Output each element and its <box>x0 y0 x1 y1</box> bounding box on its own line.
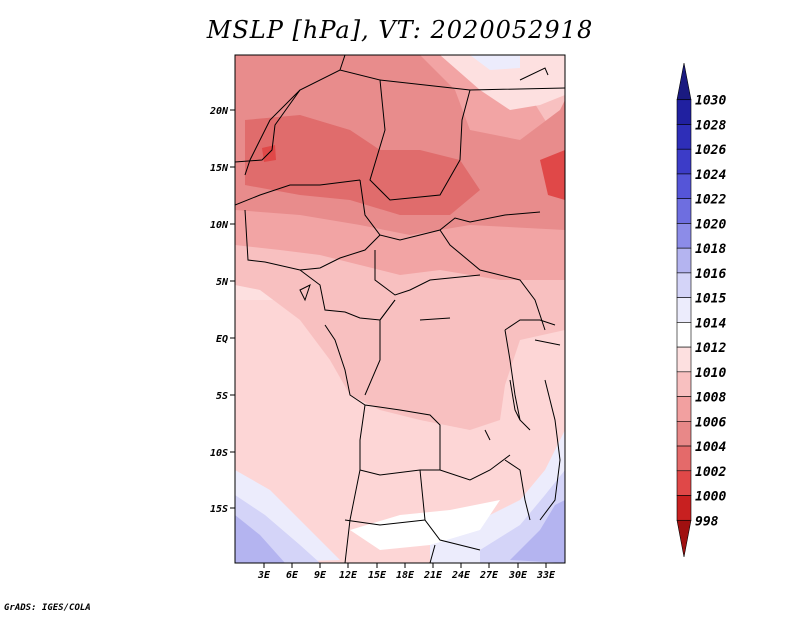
colorbar-label: 1014 <box>695 316 726 331</box>
lon-label: 30E <box>508 570 528 581</box>
pressure-field <box>235 55 565 563</box>
footer-credit: GrADS: IGES/COLA <box>4 603 91 613</box>
colorbar-segment <box>676 396 692 422</box>
colorbar-label: 1004 <box>695 440 726 455</box>
colorbar-segment <box>676 421 692 447</box>
colorbar-segment <box>676 99 692 125</box>
colorbar-segment <box>676 297 692 323</box>
lon-label: 18E <box>396 570 415 581</box>
lat-label: 15N <box>210 163 229 174</box>
lat-label: 5S <box>216 391 228 402</box>
colorbar-segment <box>676 470 692 496</box>
colorbar-segment <box>676 445 692 472</box>
lat-label: 10S <box>210 448 228 459</box>
colorbar-label: 1030 <box>695 94 726 109</box>
colorbar-label: 1006 <box>695 415 726 430</box>
lat-label: EQ <box>216 334 228 345</box>
colorbar-segment <box>676 346 692 373</box>
colorbar-segment <box>676 247 692 274</box>
lat-label: 20N <box>209 106 229 117</box>
colorbar-segment <box>676 198 692 224</box>
lat-label: 15S <box>210 504 228 515</box>
lon-label: 9E <box>314 570 327 581</box>
colorbar-label: 1008 <box>695 391 726 406</box>
colorbar-segment <box>676 371 692 397</box>
lon-label: 6E <box>286 570 299 581</box>
lon-label: 24E <box>451 570 471 581</box>
lon-label: 12E <box>339 570 358 581</box>
lon-label: 3E <box>257 570 271 581</box>
colorbar: 1030 1028 1026 1024 1022 1020 1018 1016 1015 1014… <box>676 62 726 558</box>
map-title: MSLP [hPa], VT: 2020052918 <box>206 16 594 44</box>
country-borders <box>235 55 565 563</box>
colorbar-segment <box>676 124 692 150</box>
colorbar-label: 1024 <box>695 168 726 183</box>
colorbar-label: 1002 <box>695 465 726 480</box>
colorbar-segment <box>676 62 692 101</box>
map-frame <box>234 54 566 564</box>
colorbar-segment <box>676 495 692 521</box>
latitude-axis: 20N 15N 10N 5N EQ 5S 10S 15S <box>209 106 235 515</box>
colorbar-label: 1010 <box>695 366 726 381</box>
colorbar-label: 1020 <box>695 217 726 232</box>
longitude-axis: 3E 6E 9E 12E 15E 18E 21E 24E 27E 30E 33E <box>257 563 556 581</box>
colorbar-label: 1022 <box>695 193 726 208</box>
lon-label: 15E <box>368 570 387 581</box>
colorbar-segment <box>676 223 692 249</box>
colorbar-label: 1028 <box>695 118 726 133</box>
colorbar-segment <box>676 173 692 199</box>
colorbar-segment <box>676 519 692 558</box>
colorbar-segment <box>676 272 692 298</box>
colorbar-segment <box>676 148 692 175</box>
lon-label: 27E <box>479 570 499 581</box>
colorbar-label: 1016 <box>695 267 726 282</box>
colorbar-label: 1000 <box>695 490 726 505</box>
lat-label: 10N <box>210 220 229 231</box>
lon-label: 21E <box>423 570 443 581</box>
colorbar-label: 1015 <box>695 292 726 307</box>
colorbar-label: 1026 <box>695 143 726 158</box>
colorbar-segment <box>676 322 692 348</box>
colorbar-label: 1018 <box>695 242 726 257</box>
colorbar-label: 1012 <box>695 341 726 356</box>
lat-label: 5N <box>216 277 229 288</box>
colorbar-label: 998 <box>695 514 719 529</box>
lon-label: 33E <box>536 570 556 581</box>
